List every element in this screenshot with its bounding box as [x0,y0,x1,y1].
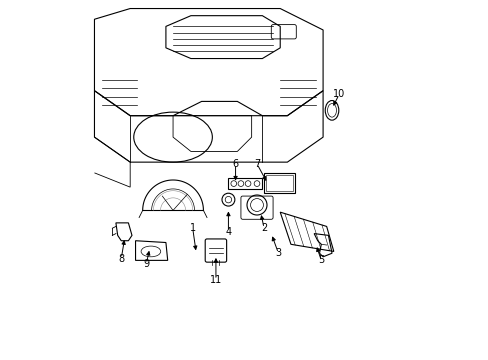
Text: 6: 6 [232,159,238,169]
Text: 9: 9 [143,259,149,269]
Text: 3: 3 [275,248,281,258]
Text: 8: 8 [118,253,124,264]
Text: 10: 10 [332,89,345,99]
Text: 1: 1 [189,223,195,233]
Text: 2: 2 [261,223,267,233]
Text: 4: 4 [225,227,231,237]
Text: 5: 5 [318,255,324,265]
Text: 7: 7 [253,159,260,169]
Text: 11: 11 [209,275,222,285]
